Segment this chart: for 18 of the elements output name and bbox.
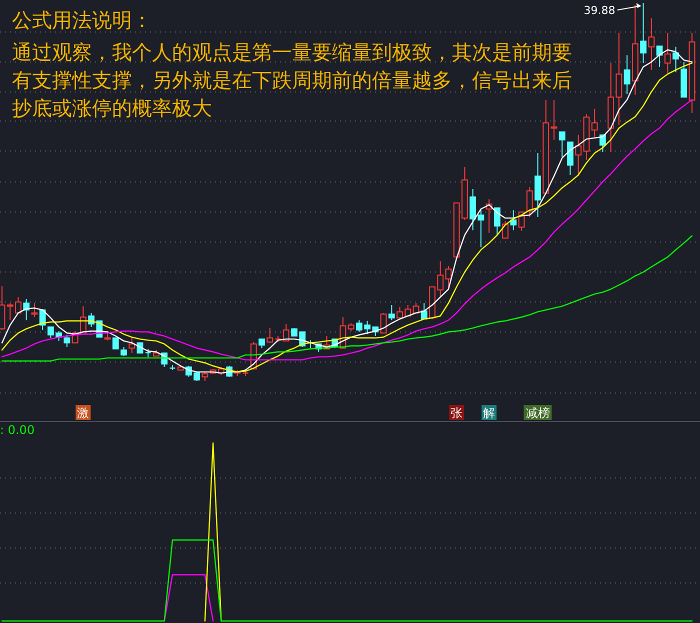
candlestick [624, 54, 630, 95]
text: 通过观察，我个人的观点是第一量要缩量到极致，其次是前期要有支撑性支撑，另外就是在下跌周期前的倍量越多，信号出来后抄底或涨停的概率极大 [12, 39, 573, 122]
text: 张 [450, 406, 463, 420]
candlestick [591, 108, 598, 138]
text: 减榜 [526, 406, 550, 420]
candlestick [632, 4, 638, 96]
candlestick [688, 32, 696, 114]
candlestick [640, 2, 646, 64]
candlestick [575, 134, 582, 176]
candlestick [648, 18, 655, 70]
text: 解 [483, 406, 496, 420]
chart-title: 公式用法说明： [12, 7, 152, 34]
candlestick [664, 32, 671, 74]
candlestick [534, 152, 541, 218]
text: : 0.00 [0, 423, 35, 437]
text: 激 [77, 406, 90, 420]
candlestick [550, 100, 558, 140]
annotation: 39.88 [584, 4, 616, 17]
